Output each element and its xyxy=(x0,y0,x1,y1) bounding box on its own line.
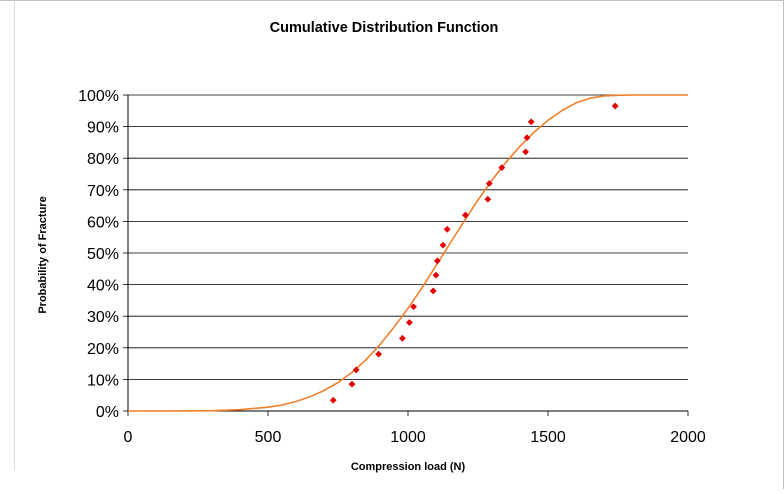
x-tick-label: 0 xyxy=(124,429,133,446)
data-point xyxy=(462,211,469,219)
y-axis-label: Probability of Fracture xyxy=(37,196,49,313)
x-tick-label: 1500 xyxy=(530,429,566,446)
data-point xyxy=(429,287,437,295)
data-point xyxy=(406,319,413,326)
data-point xyxy=(498,164,506,172)
data-point xyxy=(348,380,356,388)
y-tick-label: 50% xyxy=(87,246,119,263)
y-tick-label: 70% xyxy=(87,183,119,200)
data-point xyxy=(352,366,360,374)
y-tick-label: 100% xyxy=(78,88,119,105)
y-tick-label: 30% xyxy=(87,309,119,326)
data-points xyxy=(329,102,619,404)
y-tick-label: 60% xyxy=(87,214,119,231)
data-point xyxy=(410,303,417,311)
tick-labels: 0% 10% 20% 30% 40% 50% 60% 70% 80% 90% 100% 0 500 100… xyxy=(78,88,706,446)
data-point xyxy=(527,118,535,126)
data-point xyxy=(434,257,441,265)
y-tick-label: 90% xyxy=(87,120,119,137)
y-tick-label: 80% xyxy=(87,151,119,168)
x-axis-label: Compression load (N) xyxy=(351,461,466,473)
gridlines xyxy=(128,94,688,380)
y-tick-label: 10% xyxy=(87,372,119,389)
fitted-curve xyxy=(127,94,688,412)
x-tick-label: 1000 xyxy=(390,429,426,446)
data-point xyxy=(439,241,447,249)
y-tick-label: 20% xyxy=(87,341,119,358)
data-point xyxy=(522,148,529,156)
data-point xyxy=(443,225,451,233)
y-tick-label: 40% xyxy=(87,278,119,295)
data-point xyxy=(611,102,619,110)
chart-title: Cumulative Distribution Function xyxy=(270,20,499,36)
data-point xyxy=(485,180,493,187)
x-tick-label: 2000 xyxy=(670,429,706,446)
axes xyxy=(123,94,689,416)
data-point xyxy=(484,195,492,203)
data-point xyxy=(399,334,406,342)
cdf-fit-line xyxy=(127,94,688,412)
y-tick-label: 0% xyxy=(96,404,119,421)
data-point xyxy=(329,396,337,404)
data-point xyxy=(432,271,440,279)
x-tick-label: 500 xyxy=(255,429,282,446)
data-point xyxy=(375,350,382,358)
data-point xyxy=(523,134,531,142)
